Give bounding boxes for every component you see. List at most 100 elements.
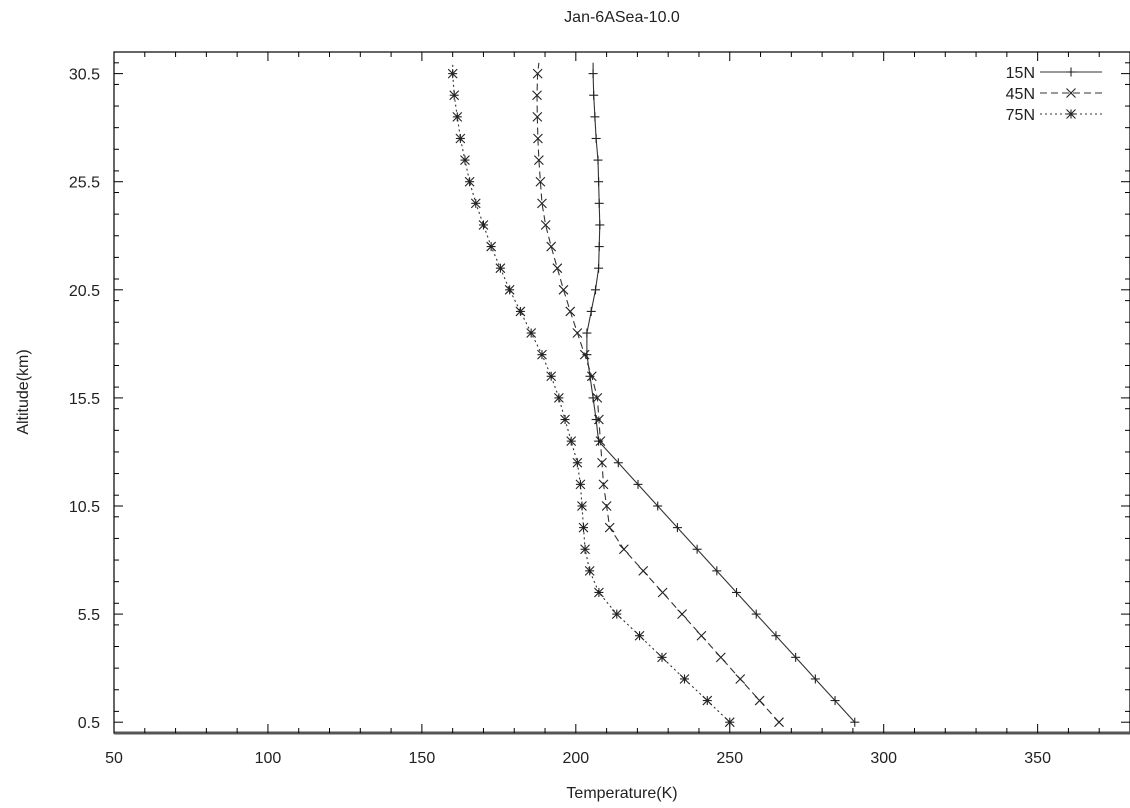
data-point [601, 501, 612, 511]
data-point [657, 652, 667, 663]
data-point [712, 566, 722, 576]
data-point [532, 90, 542, 101]
data-point [595, 220, 605, 230]
marker-stroke [464, 176, 475, 187]
data-point [715, 652, 726, 663]
x-tick-label: 100 [255, 750, 282, 767]
marker-stroke [449, 90, 460, 101]
marker-stroke [594, 414, 604, 425]
marker-stroke [532, 90, 542, 101]
marker-stroke [754, 695, 765, 706]
data-point [540, 220, 551, 230]
marker-stroke [657, 652, 667, 663]
y-axis-ticks: 0.5 5.5 10.5 15.5 20.5 25.5 30.5 [69, 62, 1130, 732]
data-point [598, 479, 609, 490]
data-point [447, 68, 458, 79]
data-point [558, 284, 569, 295]
marker-stroke [504, 284, 515, 295]
marker-stroke [553, 393, 564, 403]
marker-stroke [560, 414, 570, 425]
x-tick-label: 350 [1024, 750, 1051, 767]
data-point [754, 695, 765, 706]
y-tick-label: 10.5 [69, 499, 100, 516]
marker-stroke [540, 220, 551, 230]
data-point [535, 176, 546, 187]
data-point [591, 133, 601, 143]
data-point [724, 717, 735, 728]
marker-stroke [565, 306, 576, 317]
data-point [672, 523, 682, 533]
data-point [791, 652, 801, 662]
data-point [553, 393, 564, 403]
data-point [460, 155, 470, 165]
marker-stroke [579, 349, 590, 360]
marker-stroke [537, 349, 547, 360]
marker-stroke [546, 241, 557, 252]
data-point [595, 436, 606, 447]
x-tick-label: 250 [716, 750, 743, 767]
data-point [572, 328, 583, 338]
legend-marker [1066, 109, 1076, 119]
marker-stroke [598, 479, 609, 490]
marker-stroke [715, 652, 726, 663]
marker-stroke [657, 587, 668, 598]
data-point [735, 674, 746, 684]
marker-stroke [584, 565, 595, 576]
data-point [592, 393, 603, 403]
marker-stroke [452, 111, 463, 122]
marker-stroke [470, 198, 481, 209]
data-point [618, 544, 629, 555]
data-point [533, 155, 544, 165]
marker-stroke [724, 717, 735, 728]
data-point [537, 198, 547, 209]
y-tick-label: 20.5 [69, 283, 100, 300]
data-point [830, 696, 840, 706]
data-point [470, 198, 481, 209]
data-point [774, 717, 784, 728]
data-point [589, 90, 599, 100]
data-point [572, 457, 583, 468]
series-line [536, 62, 780, 723]
data-point [594, 263, 604, 273]
data-point [594, 414, 604, 425]
data-point [594, 587, 604, 598]
y-tick-label: 15.5 [69, 391, 100, 408]
data-point [533, 133, 543, 144]
data-point [546, 241, 557, 252]
x-axis-label: Temperature(K) [566, 785, 677, 802]
legend: 15N 45N 75N [1006, 65, 1102, 124]
data-point [478, 220, 489, 230]
marker-stroke [594, 587, 604, 598]
marker-stroke [679, 674, 690, 684]
legend-label: 75N [1006, 107, 1035, 124]
series-15n [582, 62, 860, 727]
marker-stroke [575, 479, 586, 490]
marker-stroke [597, 457, 607, 468]
data-point [751, 609, 761, 619]
data-point [552, 263, 563, 274]
series-75n [447, 62, 735, 728]
marker-stroke [495, 263, 506, 274]
data-point [588, 69, 598, 79]
y-tick-label: 5.5 [78, 607, 100, 624]
data-point [590, 112, 600, 122]
data-point [566, 436, 577, 447]
legend-marker [1066, 67, 1076, 77]
data-point [577, 501, 587, 511]
marker-stroke [618, 544, 629, 555]
marker-stroke [1066, 88, 1076, 98]
y-axis-label: Altitude(km) [15, 349, 32, 434]
marker-stroke [572, 457, 583, 468]
series-line [586, 62, 856, 723]
x-tick-label: 50 [105, 750, 123, 767]
marker-stroke [696, 630, 707, 641]
x-axis-ticks: 50 100 150 200 250 300 350 [105, 52, 1100, 767]
series-line [452, 62, 731, 723]
legend-marker [1066, 88, 1076, 98]
marker-stroke [455, 133, 466, 144]
data-point [594, 436, 604, 446]
marker-stroke [532, 68, 543, 79]
data-point [594, 198, 604, 208]
data-point [593, 155, 603, 165]
data-point [449, 90, 460, 101]
